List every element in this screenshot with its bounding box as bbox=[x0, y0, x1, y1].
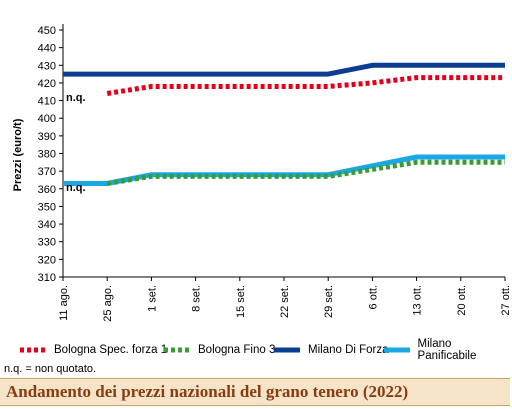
y-tick-label: 370 bbox=[38, 166, 56, 178]
y-tick-label: 330 bbox=[38, 237, 56, 249]
y-tick-label: 440 bbox=[38, 43, 56, 55]
legend-item-bologna-spec-forza-1: Bologna Spec. forza 1 bbox=[18, 340, 167, 360]
y-tick-label: 350 bbox=[38, 201, 56, 213]
chart-axes: 310 320 330 340 350 360 370 380 390 400 410 420 430 4… bbox=[38, 24, 512, 322]
x-tick-label: 27 ott. bbox=[500, 285, 512, 316]
chart-series bbox=[63, 62, 505, 186]
x-tick-label: 6 ott. bbox=[367, 285, 379, 309]
legend-label: Bologna Spec. forza 1 bbox=[54, 344, 168, 356]
y-tick-label: 310 bbox=[38, 272, 56, 284]
legend-swatch-green-dotted bbox=[164, 347, 190, 353]
legend-item-milano-di-forza: Milano Di Forza bbox=[272, 340, 389, 360]
legend-label: Milano Panificabile bbox=[417, 338, 477, 362]
legend-swatch-navy-solid bbox=[274, 347, 300, 353]
legend-label: Bologna Fino 3 bbox=[198, 344, 276, 356]
annotation-nq: n.q. bbox=[66, 92, 86, 104]
legend-item-milano-panificabile: Milano Panificabile bbox=[382, 338, 512, 362]
x-tick-label: 22 set. bbox=[279, 285, 291, 318]
y-tick-label: 380 bbox=[38, 149, 56, 161]
legend-item-bologna-fino-3: Bologna Fino 3 bbox=[162, 340, 275, 360]
annotation-nq: n.q. bbox=[66, 182, 86, 194]
series-line-bologna-spec-forza-1 bbox=[106, 75, 505, 96]
legend-swatch-cyan-solid bbox=[384, 347, 410, 353]
y-tick-label: 420 bbox=[38, 78, 56, 90]
x-tick-label: 29 set. bbox=[323, 285, 335, 318]
chart-annotations: n.q. n.q. bbox=[66, 92, 86, 194]
x-tick-label: 15 set. bbox=[235, 285, 247, 318]
y-tick-label: 390 bbox=[38, 131, 56, 143]
x-tick-label: 11 ago. bbox=[58, 285, 70, 321]
legend-swatch-red-dotted bbox=[20, 347, 46, 353]
x-tick-label: 8 set. bbox=[191, 285, 203, 312]
x-tick-label: 25 ago. bbox=[102, 285, 114, 322]
y-tick-label: 400 bbox=[38, 113, 56, 125]
x-tick-label: 1 set. bbox=[146, 285, 158, 312]
x-tick-label: 13 ott. bbox=[412, 285, 424, 316]
legend-label: Milano Di Forza bbox=[308, 344, 389, 356]
caption-bar: Andamento dei prezzi nazionali del grano… bbox=[0, 378, 510, 406]
y-tick-label: 410 bbox=[38, 96, 56, 108]
y-tick-label: 320 bbox=[38, 254, 56, 266]
y-tick-label: 360 bbox=[38, 184, 56, 196]
series-line-bologna-fino-3 bbox=[106, 159, 505, 186]
footnote: n.q. = non quotato. bbox=[4, 363, 97, 375]
y-tick-label: 340 bbox=[38, 219, 56, 231]
legend: Bologna Spec. forza 1 Bologna Fino 3 Mil… bbox=[0, 338, 512, 362]
y-tick-label: 450 bbox=[38, 25, 56, 37]
series-line-milano-di-forza bbox=[63, 62, 505, 77]
x-tick-label: 20 ott. bbox=[456, 285, 468, 316]
y-tick-label: 430 bbox=[38, 60, 56, 72]
caption-title: Andamento dei prezzi nazionali del grano… bbox=[6, 382, 409, 401]
